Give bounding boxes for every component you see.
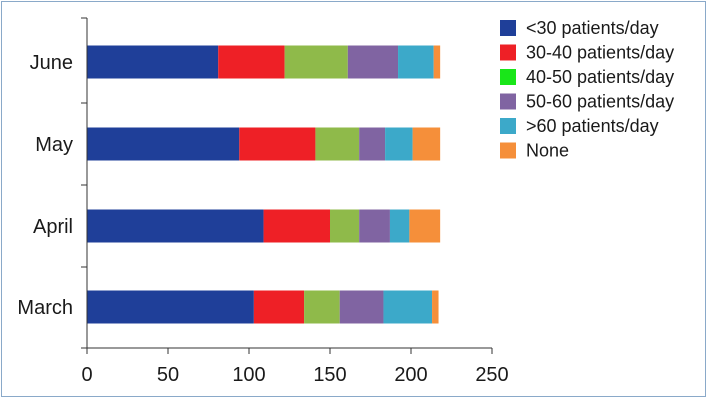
bar-segment (330, 209, 360, 243)
bar-segment (389, 209, 410, 243)
legend-swatch (500, 20, 516, 36)
legend-label: 40-50 patients/day (526, 67, 674, 87)
x-tick-label: 0 (81, 364, 92, 386)
legend-label: 30-40 patients/day (526, 43, 674, 63)
y-tick-label: April (33, 216, 73, 238)
y-tick-label: June (30, 52, 73, 74)
bar-segment (409, 209, 441, 243)
bar-segment (239, 127, 316, 161)
bar-segment (398, 45, 434, 79)
legend-label: 50-60 patients/day (526, 92, 674, 112)
x-tick-label: 150 (313, 364, 346, 386)
bar-segment (339, 290, 384, 324)
legend-label: >60 patients/day (526, 116, 659, 136)
legend-swatch (500, 142, 516, 159)
bar-segment (218, 45, 285, 79)
legend-swatch (500, 118, 516, 134)
bars-group (87, 45, 441, 324)
legend-swatch (500, 93, 516, 110)
x-tick-label: 250 (475, 364, 508, 386)
legend: <30 patients/day 30-40 patients/day 40-50 … (500, 18, 674, 161)
bar-segment (432, 290, 439, 324)
bar-segment (284, 45, 348, 79)
bar-segment (383, 290, 433, 324)
bar-segment (263, 209, 330, 243)
bar-segment (253, 290, 305, 324)
bar-segment (385, 127, 413, 161)
bar-segment (87, 209, 264, 243)
legend-swatch (500, 44, 516, 61)
bar-segment (87, 127, 240, 161)
bar-segment (347, 45, 399, 79)
x-tick-label: 50 (157, 364, 179, 386)
y-tick-label: March (17, 297, 73, 319)
bar-segment (304, 290, 340, 324)
bar-segment (315, 127, 360, 161)
legend-label: None (526, 141, 569, 161)
bar-segment (359, 127, 386, 161)
x-tick-label: 200 (394, 364, 427, 386)
legend-label: <30 patients/day (526, 18, 659, 38)
legend-swatch (500, 69, 516, 85)
bar-segment (433, 45, 441, 79)
axes-group: March April May June 0 50 100 150 200 250 (17, 17, 509, 386)
bar-segment (87, 45, 219, 79)
bar-segment (412, 127, 441, 161)
bar-segment (359, 209, 390, 243)
x-tick-label: 100 (232, 364, 265, 386)
y-tick-label: May (35, 134, 73, 156)
bar-segment (87, 290, 254, 324)
